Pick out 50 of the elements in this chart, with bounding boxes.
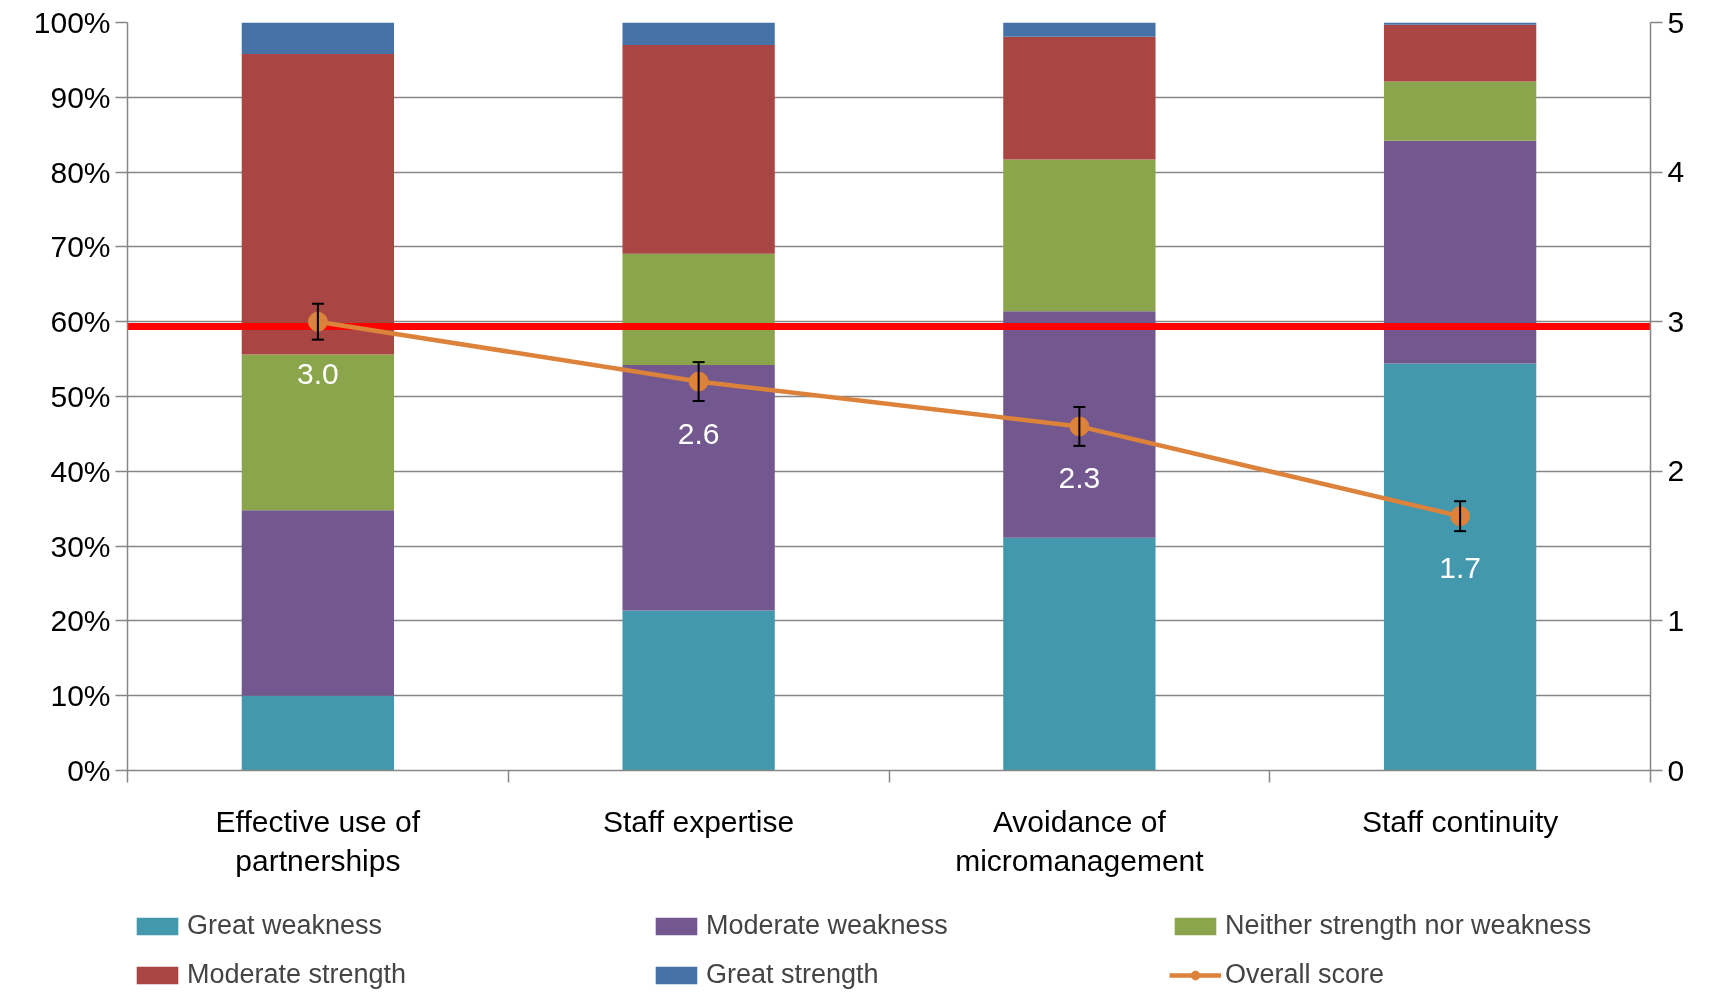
bar	[241, 510, 395, 696]
legend-label: Overall score	[1225, 959, 1386, 990]
bar	[241, 354, 395, 511]
bar	[241, 53, 395, 355]
bar	[1383, 140, 1537, 364]
y-tick-label: 30%	[50, 529, 111, 563]
bar	[1003, 36, 1156, 160]
bar	[1003, 311, 1156, 538]
y-tick-label: 70%	[50, 230, 111, 264]
y-tick-label: 80%	[50, 155, 111, 189]
y2-tick-label: 4	[1667, 155, 1685, 189]
y-tick-label: 90%	[50, 80, 111, 114]
legend-label: Neither strength nor weakness	[1225, 910, 1593, 941]
bar	[241, 22, 395, 54]
y2-tick-label: 1	[1667, 603, 1685, 637]
data-label: 1.7	[1439, 551, 1481, 585]
bar	[1383, 24, 1537, 82]
y-tick-label: 20%	[50, 604, 111, 638]
data-label: 3.0	[297, 356, 339, 390]
y-tick-label: 10%	[50, 679, 111, 713]
y-tick-label: 60%	[50, 305, 111, 339]
bar	[622, 44, 775, 254]
bar	[622, 365, 775, 611]
legend-label: Great strength	[706, 959, 880, 990]
bar	[241, 695, 395, 771]
y2-tick-label: 2	[1667, 454, 1685, 488]
bar	[1383, 81, 1537, 141]
y-tick-label: 100%	[33, 6, 111, 39]
bar	[1003, 537, 1156, 771]
bar	[622, 253, 775, 366]
x-tick-label: Avoidance of micromanagement	[955, 804, 1205, 878]
y-tick-label: 50%	[50, 380, 111, 413]
legend-label: Great weakness	[187, 910, 384, 941]
legend-label: Moderate strength	[187, 959, 408, 990]
bar	[622, 610, 775, 771]
y2-tick-label: 5	[1667, 5, 1685, 39]
bar	[1003, 22, 1156, 37]
x-tick-label: Staff continuity	[1362, 804, 1559, 838]
y-tick-label: 40%	[50, 454, 111, 488]
x-tick-label: Staff expertise	[603, 804, 795, 838]
bar	[622, 22, 775, 45]
y2-tick-label: 3	[1667, 304, 1685, 338]
x-tick-label: Effective use of partnerships	[215, 804, 421, 878]
legend-label: Moderate weakness	[706, 910, 949, 941]
bar	[1383, 363, 1537, 771]
data-label: 2.6	[677, 416, 720, 450]
data-label: 2.3	[1058, 461, 1101, 495]
y-tick-label: 0%	[67, 754, 111, 787]
bar	[1003, 159, 1156, 312]
y2-tick-label: 0	[1667, 753, 1685, 787]
